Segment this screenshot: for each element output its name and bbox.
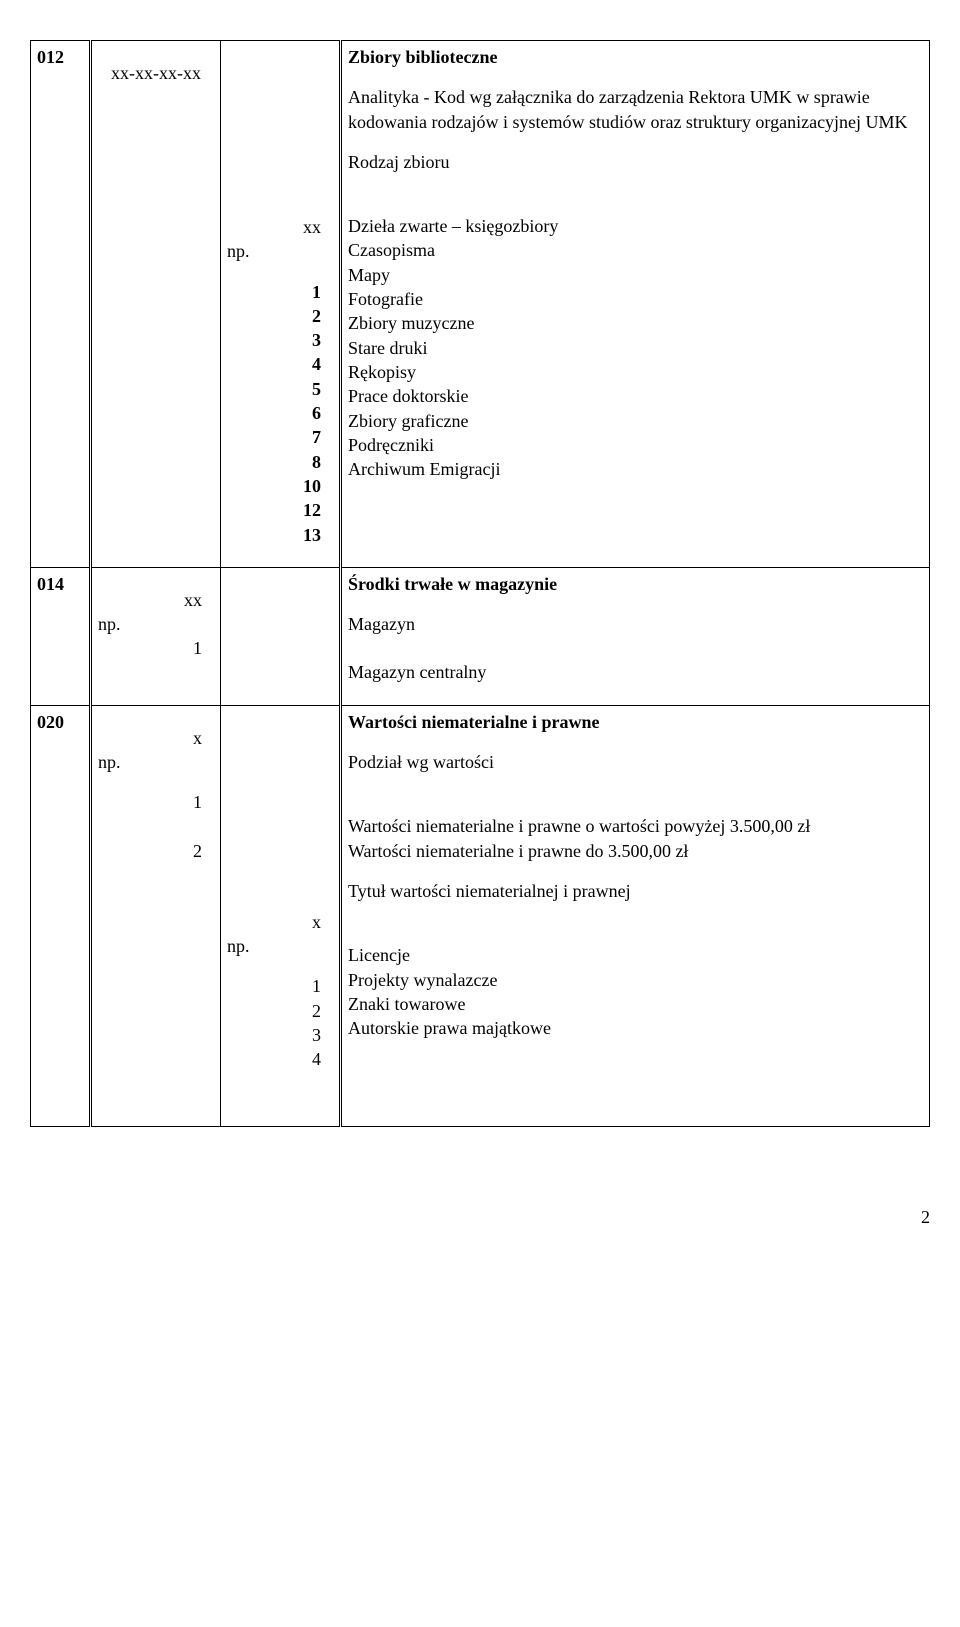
- col4-020: Wartości niematerialne i prawne Podział …: [341, 705, 930, 1126]
- col2-020-2: 2: [98, 839, 214, 863]
- d020-1: Podział wg wartości: [348, 750, 923, 774]
- title-020: Wartości niematerialne i prawne: [348, 710, 923, 734]
- sub014-1: Magazyn: [348, 612, 923, 636]
- col2-014-1: 1: [98, 636, 214, 660]
- col2-012-xxxx: xx-xx-xx-xx: [98, 61, 214, 85]
- l012-5: Zbiory muzyczne: [348, 311, 923, 335]
- l012-3: Mapy: [348, 263, 923, 287]
- title-012: Zbiory biblioteczne: [348, 45, 923, 69]
- col2-012: xx-xx-xx-xx: [91, 41, 221, 568]
- l012-11: Archiwum Emigracji: [348, 457, 923, 481]
- l012-10: Podręczniki: [348, 433, 923, 457]
- col3-012-n10: 10: [227, 474, 333, 498]
- col2-020: x np. 1 2: [91, 705, 221, 1126]
- col3-012-np: np.: [227, 239, 333, 263]
- l012-1: Dzieła zwarte – księgozbiory: [348, 214, 923, 238]
- col3-020-n4: 4: [227, 1047, 333, 1071]
- col3-012-n7: 7: [227, 425, 333, 449]
- d020-3: Wartości niematerialne i prawne do 3.500…: [348, 839, 923, 863]
- col4-012: Zbiory biblioteczne Analityka - Kod wg z…: [341, 41, 930, 568]
- l020-1: Licencje: [348, 943, 923, 967]
- code-012: 012: [31, 41, 91, 568]
- col2-014: xx np. 1: [91, 567, 221, 705]
- col3-012-n6: 6: [227, 401, 333, 425]
- l020-4: Autorskie prawa majątkowe: [348, 1016, 923, 1040]
- d020-4: Tytuł wartości niematerialnej i prawnej: [348, 879, 923, 903]
- l020-3: Znaki towarowe: [348, 992, 923, 1016]
- code-020: 020: [31, 705, 91, 1126]
- sublabel-012: Rodzaj zbioru: [348, 150, 923, 174]
- col2-014-xx: xx: [98, 588, 214, 612]
- col3-020-x: x: [227, 910, 333, 934]
- row-014: 014 xx np. 1 Środki trwałe w magazynie M…: [31, 567, 930, 705]
- col3-012: xx np. 1 2 3 4 5 6 7 8 10 12 13: [221, 41, 341, 568]
- col4-014: Środki trwałe w magazynie Magazyn Magazy…: [341, 567, 930, 705]
- l012-7: Rękopisy: [348, 360, 923, 384]
- col3-012-n12: 12: [227, 498, 333, 522]
- col3-012-n1: 1: [227, 280, 333, 304]
- row-020: 020 x np. 1 2 x np. 1 2 3 4 Wartości nie…: [31, 705, 930, 1126]
- l012-6: Stare druki: [348, 336, 923, 360]
- l012-2: Czasopisma: [348, 238, 923, 262]
- l012-9: Zbiory graficzne: [348, 409, 923, 433]
- col3-020-np: np.: [227, 934, 333, 958]
- col3-012-n4: 4: [227, 352, 333, 376]
- title-014: Środki trwałe w magazynie: [348, 572, 923, 596]
- col3-020-n2: 2: [227, 999, 333, 1023]
- col3-012-n3: 3: [227, 328, 333, 352]
- col3-012-n2: 2: [227, 304, 333, 328]
- l020-2: Projekty wynalazcze: [348, 968, 923, 992]
- desc-012: Analityka - Kod wg załącznika do zarządz…: [348, 85, 923, 134]
- col2-020-1: 1: [98, 790, 214, 814]
- col2-020-x: x: [98, 726, 214, 750]
- col3-020: x np. 1 2 3 4: [221, 705, 341, 1126]
- row-012: 012 xx-xx-xx-xx xx np. 1 2 3 4 5 6 7 8 1…: [31, 41, 930, 568]
- sub014-2: Magazyn centralny: [348, 660, 923, 684]
- col3-012-n8: 8: [227, 450, 333, 474]
- col3-012-xx: xx: [227, 215, 333, 239]
- col3-012-n5: 5: [227, 377, 333, 401]
- col3-020-n1: 1: [227, 974, 333, 998]
- col3-014: [221, 567, 341, 705]
- l012-8: Prace doktorskie: [348, 384, 923, 408]
- col2-014-np: np.: [98, 612, 214, 636]
- d020-2: Wartości niematerialne i prawne o wartoś…: [348, 814, 923, 838]
- document-table: 012 xx-xx-xx-xx xx np. 1 2 3 4 5 6 7 8 1…: [30, 40, 930, 1127]
- col3-012-n13: 13: [227, 523, 333, 547]
- code-014: 014: [31, 567, 91, 705]
- col3-020-n3: 3: [227, 1023, 333, 1047]
- l012-4: Fotografie: [348, 287, 923, 311]
- page-number: 2: [30, 1207, 930, 1228]
- col2-020-np: np.: [98, 750, 214, 774]
